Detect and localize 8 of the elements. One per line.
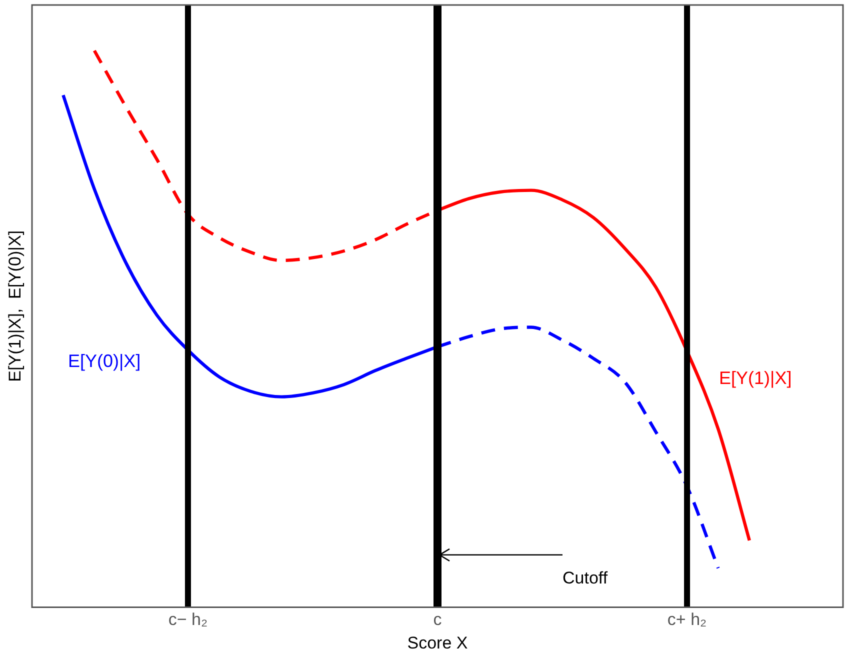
series-label: E[Y(0)|X] (68, 351, 141, 372)
annotation: Cutoff (562, 568, 608, 588)
series-label: E[Y(1)|X] (719, 368, 792, 388)
x-axis-title: Score X (407, 633, 468, 652)
x-tick-label: c− h₂ (168, 610, 208, 630)
x-tick-label: c (433, 610, 442, 630)
y-axis-title: E[Y(1)|X], E[Y(0)|X] (6, 230, 25, 382)
x-tick-label: c+ h₂ (667, 610, 707, 630)
